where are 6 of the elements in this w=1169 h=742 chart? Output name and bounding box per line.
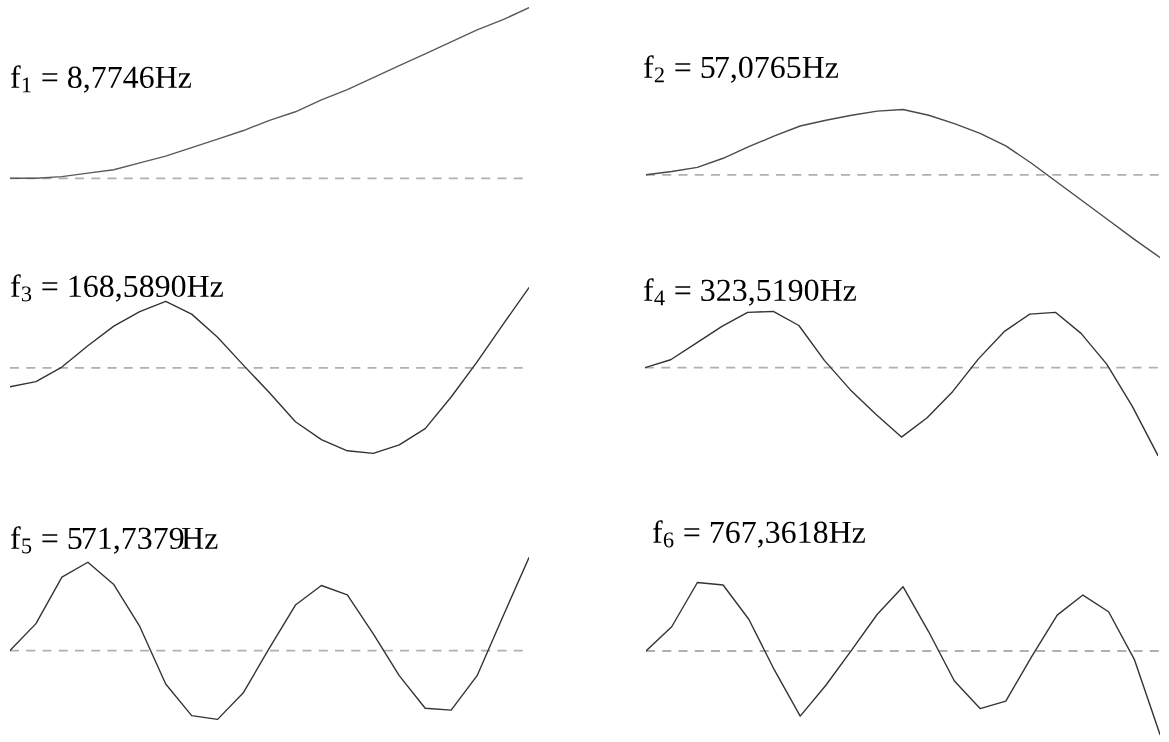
chart-title: f$_{4}$ = 323,5190Hz xyxy=(643,278,856,306)
chart-title: f$_{5}$ = 571,7379Hz xyxy=(10,526,218,554)
chart-title: f$_{6}$ = 767,3618Hz xyxy=(652,520,865,548)
chart-title: f$_{3}$ = 168,5890Hz xyxy=(10,274,223,302)
chart-title: f$_{2}$ = 57,0765Hz xyxy=(643,55,839,83)
text: f$_{1}$ = 8,7746Hz xyxy=(10,65,191,93)
